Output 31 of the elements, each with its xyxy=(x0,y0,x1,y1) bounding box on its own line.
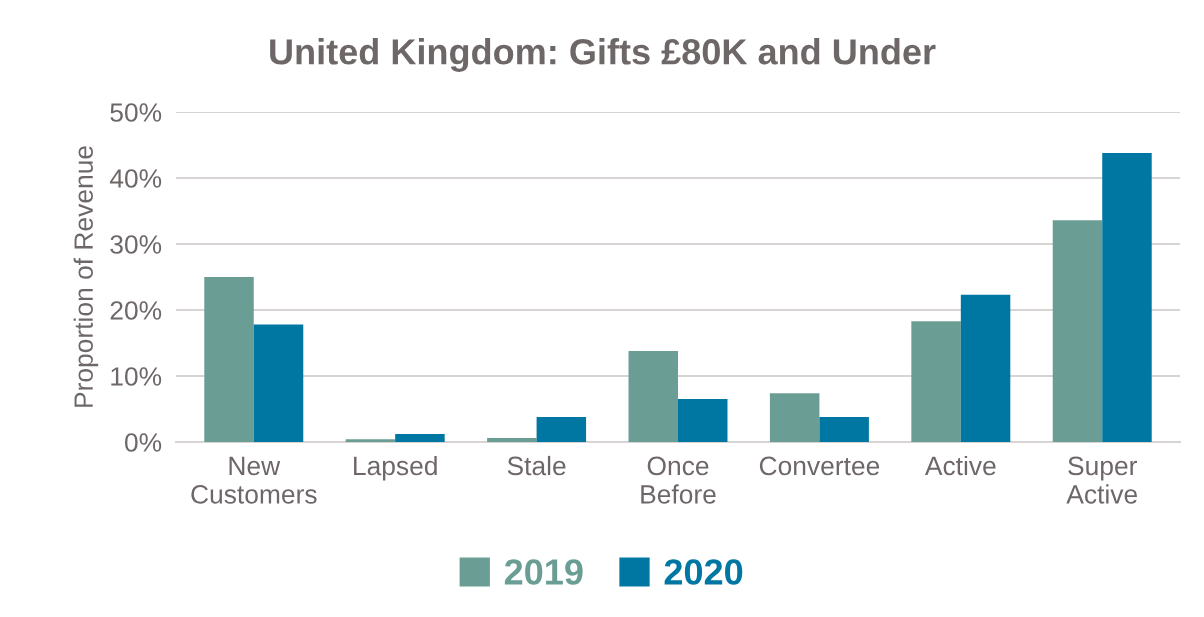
y-tick-label: 20% xyxy=(110,301,162,320)
bar xyxy=(678,399,728,442)
x-tick-label: Lapsed xyxy=(354,455,437,481)
x-tick-label: Active xyxy=(924,455,996,476)
y-tick-label: 10% xyxy=(111,367,162,386)
legend-label: 2020 xyxy=(664,559,743,585)
bar xyxy=(395,434,445,442)
bar xyxy=(769,393,820,442)
chart-title: United Kingdom: Gifts £80K and Under xyxy=(270,38,936,72)
bar xyxy=(536,416,587,442)
y-tick-label: 0% xyxy=(125,433,162,452)
y-tick-label: 30% xyxy=(110,235,162,254)
y-axis-title: Proportion of Revenue xyxy=(73,146,99,407)
x-tick-label: New Customers xyxy=(191,456,317,504)
y-tick-label: 50% xyxy=(110,103,162,122)
x-tick-label: Stale xyxy=(507,455,566,476)
bar xyxy=(1102,152,1152,442)
bar xyxy=(253,324,304,442)
bar xyxy=(819,416,869,442)
x-tick-label: Once Before xyxy=(641,456,716,504)
x-tick-label: Convertee xyxy=(759,456,880,476)
bar xyxy=(204,277,254,442)
bar xyxy=(1052,220,1103,442)
x-tick-label: Super Active xyxy=(1066,456,1137,504)
bar xyxy=(487,438,537,442)
legend-label: 2019 xyxy=(504,559,583,585)
y-tick-label: 40% xyxy=(109,169,162,188)
bar xyxy=(345,439,396,442)
bar xyxy=(628,350,678,442)
bar xyxy=(911,321,961,442)
bar xyxy=(960,294,1011,442)
